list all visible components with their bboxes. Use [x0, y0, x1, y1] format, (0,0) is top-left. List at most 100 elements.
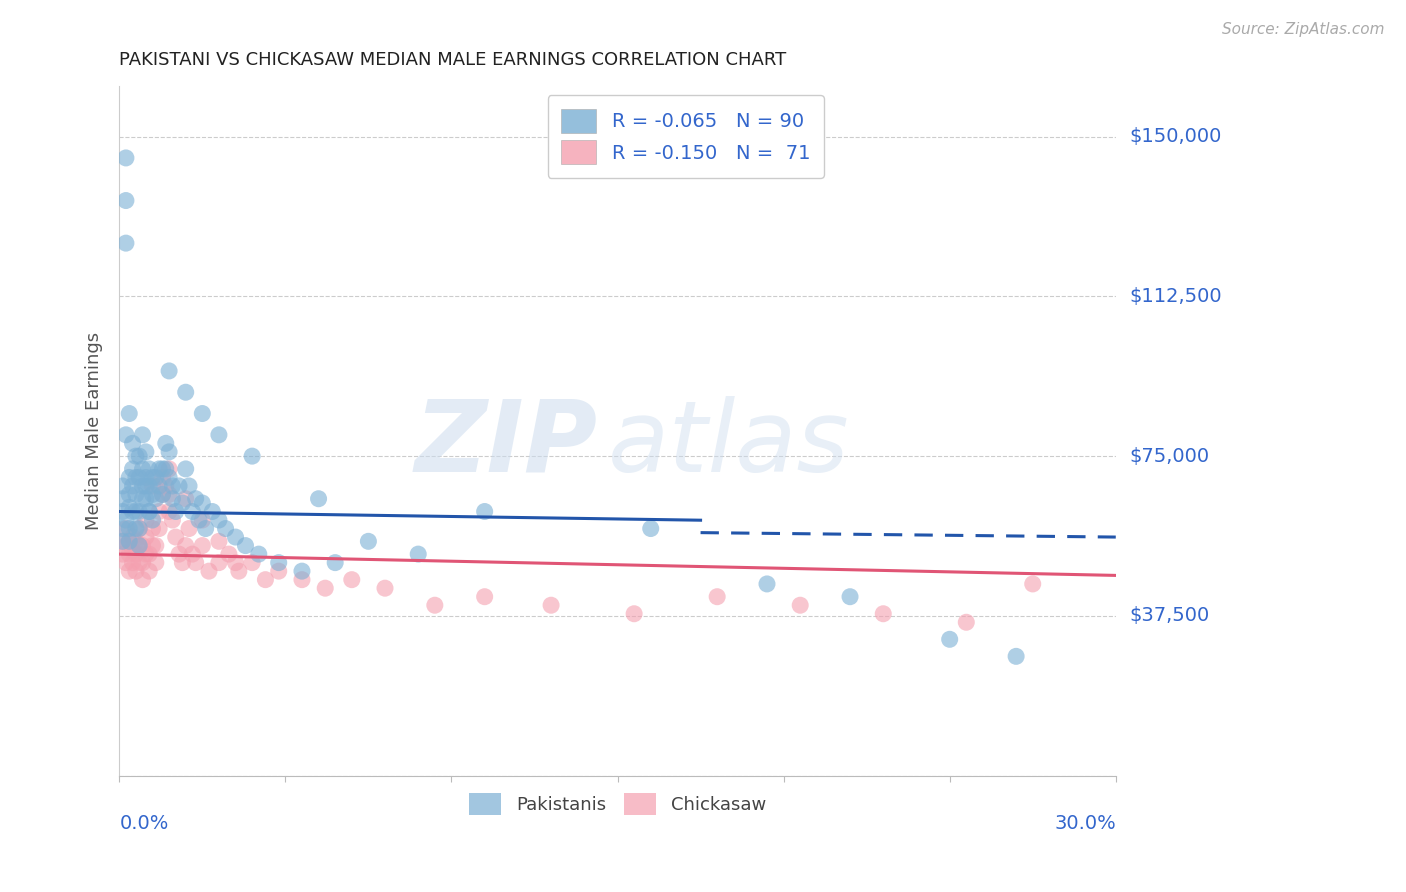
Point — [121, 556, 143, 570]
Point — [125, 564, 148, 578]
Point — [374, 581, 396, 595]
Point — [135, 479, 157, 493]
Point — [138, 504, 160, 518]
Point — [165, 530, 187, 544]
Point — [157, 470, 180, 484]
Text: $150,000: $150,000 — [1129, 128, 1222, 146]
Text: $37,500: $37,500 — [1129, 607, 1211, 625]
Point — [872, 607, 894, 621]
Point — [208, 513, 231, 527]
Point — [141, 513, 163, 527]
Point — [115, 539, 138, 553]
Point — [145, 556, 167, 570]
Point — [181, 547, 204, 561]
Point — [247, 547, 270, 561]
Point — [174, 462, 197, 476]
Point — [135, 445, 157, 459]
Point — [125, 534, 148, 549]
Point — [118, 407, 141, 421]
Point — [111, 479, 134, 493]
Point — [115, 151, 138, 165]
Point — [184, 491, 207, 506]
Point — [131, 491, 153, 506]
Point — [291, 564, 314, 578]
Point — [177, 479, 200, 493]
Point — [165, 504, 187, 518]
Point — [128, 522, 150, 536]
Point — [291, 573, 314, 587]
Point — [174, 491, 197, 506]
Point — [131, 556, 153, 570]
Point — [131, 462, 153, 476]
Point — [157, 364, 180, 378]
Point — [174, 539, 197, 553]
Point — [938, 632, 960, 647]
Point — [111, 534, 134, 549]
Point — [201, 504, 224, 518]
Point — [141, 470, 163, 484]
Point — [138, 504, 160, 518]
Point — [235, 539, 257, 553]
Point — [111, 504, 134, 518]
Point — [135, 470, 157, 484]
Point — [254, 573, 277, 587]
Point — [191, 496, 214, 510]
Point — [157, 462, 180, 476]
Point — [152, 470, 174, 484]
Point — [208, 427, 231, 442]
Point — [118, 500, 141, 515]
Point — [125, 487, 148, 501]
Point — [131, 573, 153, 587]
Point — [111, 522, 134, 536]
Point — [148, 522, 170, 536]
Point — [181, 504, 204, 518]
Point — [191, 513, 214, 527]
Point — [115, 556, 138, 570]
Point — [145, 491, 167, 506]
Point — [152, 487, 174, 501]
Point — [131, 479, 153, 493]
Point — [157, 504, 180, 518]
Point — [308, 491, 330, 506]
Point — [145, 470, 167, 484]
Point — [789, 599, 811, 613]
Point — [240, 449, 263, 463]
Point — [198, 564, 221, 578]
Point — [157, 487, 180, 501]
Point — [115, 513, 138, 527]
Point — [406, 547, 429, 561]
Point — [323, 556, 346, 570]
Point — [194, 522, 217, 536]
Point — [141, 487, 163, 501]
Point — [138, 564, 160, 578]
Point — [145, 539, 167, 553]
Point — [225, 530, 247, 544]
Point — [128, 470, 150, 484]
Point — [218, 547, 240, 561]
Point — [141, 479, 163, 493]
Point — [135, 547, 157, 561]
Point — [125, 449, 148, 463]
Point — [115, 522, 138, 536]
Point — [121, 504, 143, 518]
Point — [118, 534, 141, 549]
Point — [152, 462, 174, 476]
Point — [128, 556, 150, 570]
Point — [162, 491, 184, 506]
Point — [128, 522, 150, 536]
Point — [474, 504, 496, 518]
Point — [141, 522, 163, 536]
Point — [214, 522, 236, 536]
Point — [208, 534, 231, 549]
Point — [118, 487, 141, 501]
Text: ZIP: ZIP — [415, 396, 598, 493]
Point — [128, 539, 150, 553]
Point — [174, 385, 197, 400]
Point — [141, 539, 163, 553]
Point — [157, 445, 180, 459]
Point — [172, 556, 194, 570]
Point — [118, 470, 141, 484]
Point — [148, 462, 170, 476]
Point — [167, 479, 190, 493]
Point — [240, 556, 263, 570]
